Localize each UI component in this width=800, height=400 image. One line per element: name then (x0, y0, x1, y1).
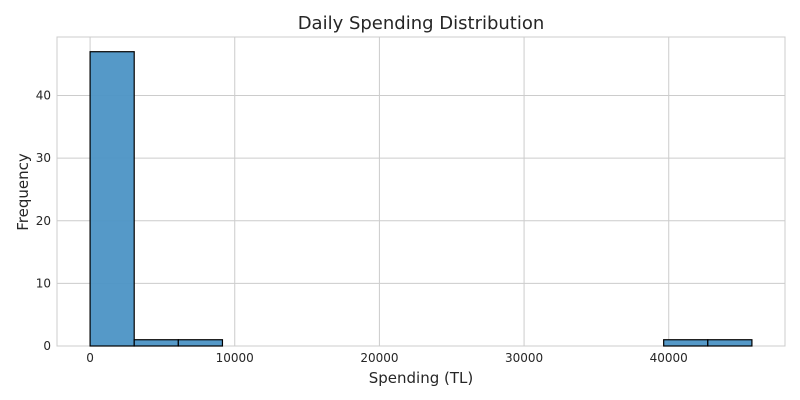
histogram-bar (707, 339, 753, 347)
x-tick-label: 10000 (216, 351, 254, 365)
y-tick-label: 0 (43, 339, 51, 353)
x-tick-label: 0 (86, 351, 94, 365)
plot-area (56, 36, 786, 347)
y-tick-label: 20 (36, 214, 51, 228)
y-tick-label: 40 (36, 89, 51, 103)
x-axis-label: Spending (TL) (369, 369, 474, 387)
y-tick-label: 10 (36, 276, 51, 290)
chart-title: Daily Spending Distribution (298, 13, 545, 34)
y-axis-label: Frequency (14, 153, 32, 231)
x-tick-label: 20000 (360, 351, 398, 365)
histogram-bar (133, 339, 179, 347)
histogram-bar (89, 51, 135, 347)
x-tick-label: 40000 (650, 351, 688, 365)
tick-labels: 0 10000 20000 30000 40000 0 10 20 30 40 (36, 89, 688, 365)
y-tick-label: 30 (36, 151, 51, 165)
histogram-bar (663, 339, 709, 347)
x-tick-label: 30000 (505, 351, 543, 365)
histogram-bar (177, 339, 224, 347)
bars (89, 51, 753, 347)
